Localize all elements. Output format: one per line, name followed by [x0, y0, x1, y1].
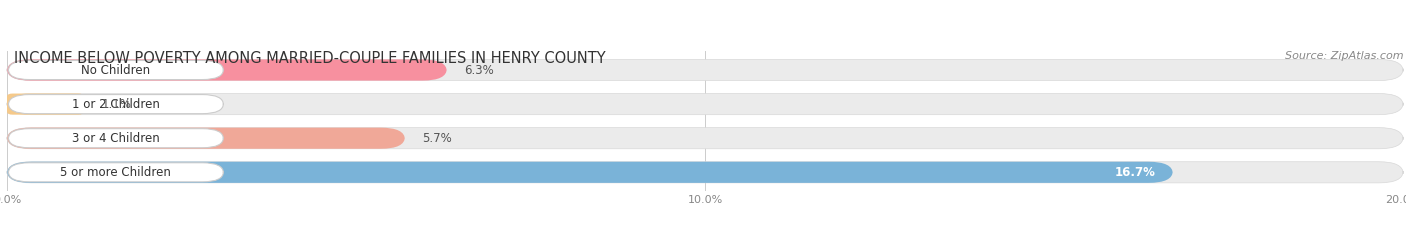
Text: 6.3%: 6.3%	[464, 64, 494, 76]
FancyBboxPatch shape	[7, 59, 1403, 81]
Text: 1.1%: 1.1%	[101, 98, 131, 111]
FancyBboxPatch shape	[8, 95, 224, 114]
FancyBboxPatch shape	[7, 128, 405, 149]
FancyBboxPatch shape	[7, 93, 1403, 115]
FancyBboxPatch shape	[7, 162, 1173, 183]
Text: No Children: No Children	[82, 64, 150, 76]
FancyBboxPatch shape	[7, 93, 84, 115]
Text: 16.7%: 16.7%	[1115, 166, 1156, 179]
FancyBboxPatch shape	[7, 162, 1403, 183]
Text: 5.7%: 5.7%	[422, 132, 453, 145]
Text: 3 or 4 Children: 3 or 4 Children	[72, 132, 160, 145]
Text: 1 or 2 Children: 1 or 2 Children	[72, 98, 160, 111]
FancyBboxPatch shape	[8, 61, 224, 79]
Text: Source: ZipAtlas.com: Source: ZipAtlas.com	[1285, 51, 1403, 61]
FancyBboxPatch shape	[8, 129, 224, 148]
FancyBboxPatch shape	[7, 59, 447, 81]
FancyBboxPatch shape	[7, 128, 1403, 149]
FancyBboxPatch shape	[8, 163, 224, 182]
Text: 5 or more Children: 5 or more Children	[60, 166, 172, 179]
Text: INCOME BELOW POVERTY AMONG MARRIED-COUPLE FAMILIES IN HENRY COUNTY: INCOME BELOW POVERTY AMONG MARRIED-COUPL…	[14, 51, 606, 66]
